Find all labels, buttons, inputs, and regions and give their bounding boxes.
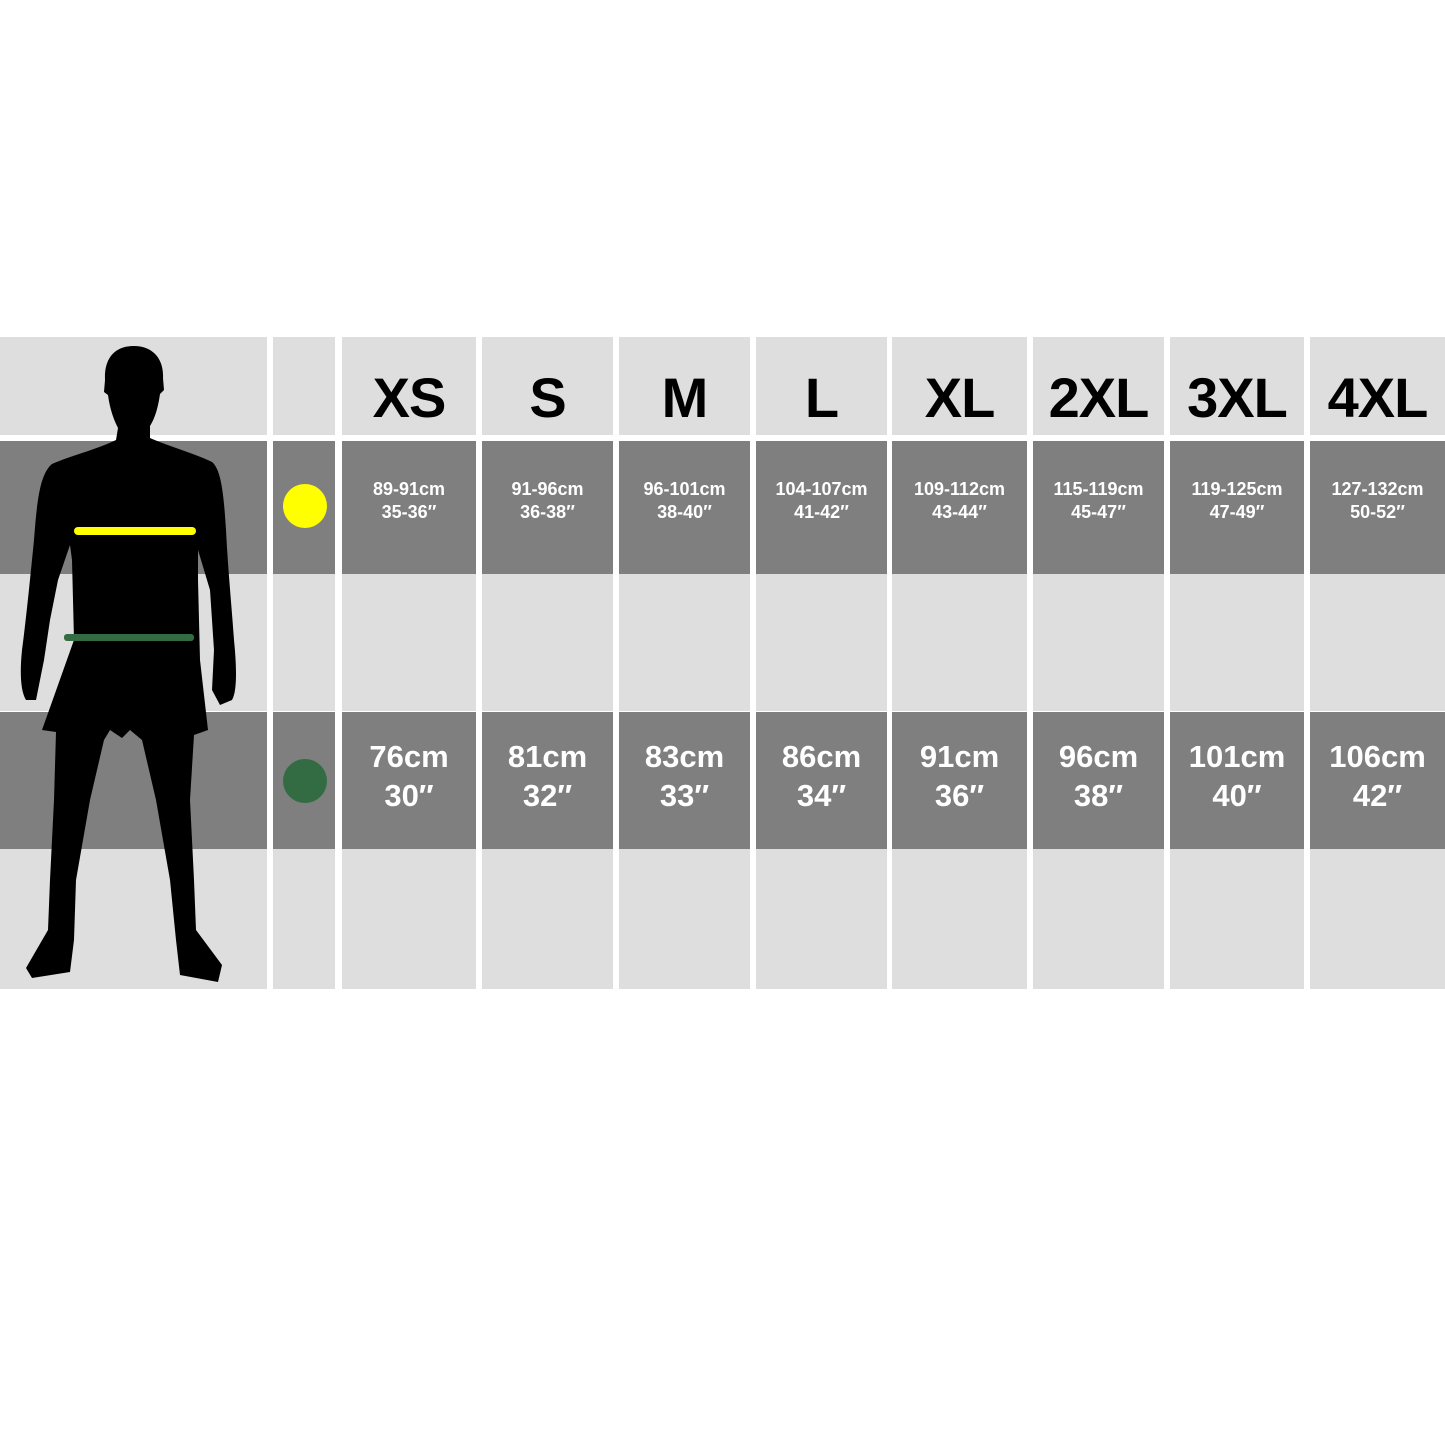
- male-body-silhouette-icon: [20, 346, 236, 982]
- waist-inch: 40″: [1212, 777, 1262, 813]
- chest-inch: 36-38″: [520, 501, 575, 522]
- chest-marker-icon: [283, 484, 327, 528]
- blank-cell: [619, 574, 750, 711]
- size-label: 3XL: [1187, 365, 1288, 429]
- waist-marker-icon: [283, 759, 327, 803]
- chest-inch: 38-40″: [657, 501, 712, 522]
- chest-cm: 104-107cm: [775, 478, 868, 499]
- size-label: XL: [924, 365, 996, 429]
- blank-cell: [482, 849, 613, 989]
- waist-cell: 96cm 38″: [1033, 712, 1164, 849]
- blank-cell: [482, 574, 613, 711]
- chest-cell: 115-119cm 45-47″: [1033, 441, 1164, 574]
- waist-inch: 33″: [659, 777, 710, 813]
- waist-cm: 101cm: [1188, 738, 1286, 774]
- chest-inch: 41-42″: [794, 501, 849, 522]
- chest-cm: 127-132cm: [1331, 478, 1424, 499]
- waist-inch: 32″: [522, 777, 573, 813]
- header-cell: M: [619, 337, 750, 435]
- blank-cell: [892, 574, 1027, 711]
- chest-cm: 115-119cm: [1053, 478, 1144, 499]
- size-label: S: [529, 365, 566, 429]
- waist-cm: 106cm: [1329, 738, 1426, 774]
- chest-inch: 35-36″: [381, 501, 437, 522]
- waist-cell: 86cm 34″: [756, 712, 887, 849]
- blank-cell: [1033, 574, 1164, 711]
- header-cell: XS: [342, 337, 476, 435]
- waist-line-icon: [64, 634, 194, 641]
- waist-cell: 83cm 33″: [619, 712, 750, 849]
- blank-cell: [619, 849, 750, 989]
- size-label: 2XL: [1048, 365, 1150, 429]
- chest-cell: 127-132cm 50-52″: [1310, 441, 1445, 574]
- waist-inch: 34″: [796, 777, 847, 813]
- chest-inch: 50-52″: [1350, 501, 1405, 522]
- blank-cell: [1170, 849, 1304, 989]
- chest-inch: 47-49″: [1209, 501, 1265, 522]
- header-cell: XL: [892, 337, 1027, 435]
- waist-inch: 42″: [1352, 777, 1403, 813]
- waist-cell: 76cm 30″: [342, 712, 476, 849]
- chest-cm: 109-112cm: [913, 478, 1006, 499]
- header-cell: L: [756, 337, 887, 435]
- waist-inch: 38″: [1073, 777, 1124, 813]
- marker-cell: [273, 849, 335, 989]
- waist-cm: 96cm: [1058, 738, 1139, 774]
- waist-cell: 81cm 32″: [482, 712, 613, 849]
- blank-cell: [342, 574, 476, 711]
- figure-cell: [0, 712, 267, 849]
- chest-cm: 89-91cm: [372, 478, 446, 499]
- waist-cm: 81cm: [507, 738, 588, 774]
- size-label: L: [804, 365, 839, 429]
- waist-inch: 36″: [934, 777, 985, 813]
- header-cell: 2XL: [1033, 337, 1164, 435]
- marker-cell: [273, 337, 335, 435]
- blank-cell: [756, 574, 887, 711]
- blank-cell: [1310, 849, 1445, 989]
- blank-cell: [342, 849, 476, 989]
- marker-cell: [273, 574, 335, 711]
- blank-cell: [1310, 574, 1445, 711]
- waist-cell: 101cm 40″: [1170, 712, 1304, 849]
- blank-cell: [756, 849, 887, 989]
- header-cell: 4XL: [1310, 337, 1445, 435]
- waist-cell: 91cm 36″: [892, 712, 1027, 849]
- chest-cm: 96-101cm: [643, 478, 726, 499]
- waist-cm: 83cm: [644, 738, 725, 774]
- chest-cell: 96-101cm 38-40″: [619, 441, 750, 574]
- waist-cm: 91cm: [919, 738, 1000, 774]
- waist-inch: 30″: [384, 777, 434, 813]
- chest-cell: 104-107cm 41-42″: [756, 441, 887, 574]
- chest-cell: 91-96cm 36-38″: [482, 441, 613, 574]
- chest-cm: 91-96cm: [511, 478, 584, 499]
- size-label: M: [661, 365, 709, 429]
- blank-cell: [1033, 849, 1164, 989]
- blank-cell: [1170, 574, 1304, 711]
- waist-cm: 76cm: [369, 738, 449, 774]
- chest-line-icon: [74, 527, 196, 535]
- size-label: XS: [372, 365, 447, 429]
- chest-cell: 119-125cm 47-49″: [1170, 441, 1304, 574]
- chest-cell: 109-112cm 43-44″: [892, 441, 1027, 574]
- chest-inch: 45-47″: [1071, 501, 1126, 522]
- waist-cm: 86cm: [781, 738, 862, 774]
- header-cell: 3XL: [1170, 337, 1304, 435]
- waist-cell: 106cm 42″: [1310, 712, 1445, 849]
- chest-cell: 89-91cm 35-36″: [342, 441, 476, 574]
- size-label: 4XL: [1327, 365, 1429, 429]
- blank-cell: [892, 849, 1027, 989]
- chest-inch: 43-44″: [932, 501, 987, 522]
- header-cell: S: [482, 337, 613, 435]
- chest-cm: 119-125cm: [1191, 478, 1283, 499]
